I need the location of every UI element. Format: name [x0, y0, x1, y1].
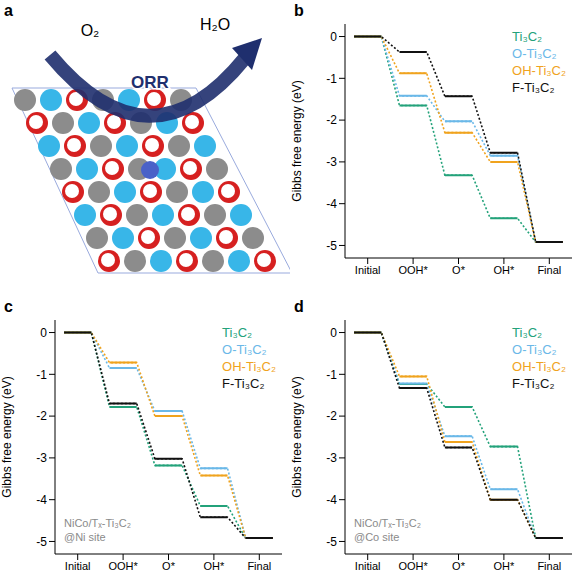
- svg-text:OOH*: OOH*: [398, 264, 428, 276]
- html-text:a: a: [4, 2, 13, 19]
- svg-text:-3: -3: [326, 155, 337, 169]
- svg-text:-2: -2: [36, 409, 47, 423]
- svg-text:OH*: OH*: [494, 264, 516, 276]
- svg-text:OH*: OH*: [494, 560, 516, 572]
- html-text:O-Ti₃C₂: O-Ti₃C₂: [222, 342, 267, 357]
- svg-text:Gibbs free energy (eV): Gibbs free energy (eV): [0, 376, 14, 497]
- html-text:@Ni site: @Ni site: [64, 531, 106, 543]
- html-text:F-Ti₃C₂: F-Ti₃C₂: [512, 376, 555, 391]
- html-text:NiCo/Tₓ-Ti₃C₂: NiCo/Tₓ-Ti₃C₂: [64, 517, 131, 529]
- svg-text:O*: O*: [452, 264, 466, 276]
- svg-text:H₂O: H₂O: [200, 16, 230, 33]
- html-text:OH-Ti₃C₂: OH-Ti₃C₂: [512, 63, 566, 78]
- svg-text:Final: Final: [247, 560, 271, 572]
- svg-text:0: 0: [330, 30, 337, 44]
- html-text:F-Ti₃C₂: F-Ti₃C₂: [512, 80, 555, 95]
- svg-text:Final: Final: [537, 264, 561, 276]
- svg-text:-2: -2: [326, 409, 337, 423]
- svg-text:-4: -4: [326, 493, 337, 507]
- svg-text:-4: -4: [36, 493, 47, 507]
- svg-text:-1: -1: [326, 368, 337, 382]
- svg-text:-5: -5: [326, 239, 337, 253]
- html-text:Ti₃C₂: Ti₃C₂: [512, 29, 543, 44]
- html-text:c: c: [4, 298, 13, 315]
- svg-text:OOH*: OOH*: [108, 560, 138, 572]
- svg-text:-1: -1: [326, 72, 337, 86]
- svg-text:OOH*: OOH*: [398, 560, 428, 572]
- svg-text:Initial: Initial: [355, 560, 381, 572]
- svg-text:O*: O*: [452, 560, 466, 572]
- html-text:Ti₃C₂: Ti₃C₂: [512, 325, 543, 340]
- svg-text:Initial: Initial: [65, 560, 91, 572]
- html-text:Ti₃C₂: Ti₃C₂: [222, 325, 253, 340]
- svg-text:-3: -3: [326, 451, 337, 465]
- html-text:OH-Ti₃C₂: OH-Ti₃C₂: [512, 359, 566, 374]
- svg-text:O₂: O₂: [81, 22, 100, 39]
- html-text:OH-Ti₃C₂: OH-Ti₃C₂: [222, 359, 276, 374]
- svg-text:O*: O*: [162, 560, 176, 572]
- html-text:O-Ti₃C₂: O-Ti₃C₂: [512, 342, 557, 357]
- html-text:b: b: [294, 2, 304, 19]
- html-text:d: d: [294, 298, 304, 315]
- svg-text:Gibbs free energy (eV): Gibbs free energy (eV): [290, 376, 304, 497]
- svg-text:-5: -5: [326, 535, 337, 549]
- svg-text:ORR: ORR: [131, 73, 169, 92]
- html-text:F-Ti₃C₂: F-Ti₃C₂: [222, 376, 265, 391]
- svg-text:-4: -4: [326, 197, 337, 211]
- svg-text:-3: -3: [36, 451, 47, 465]
- svg-text:Final: Final: [537, 560, 561, 572]
- svg-text:-5: -5: [36, 535, 47, 549]
- svg-text:0: 0: [330, 326, 337, 340]
- svg-text:0: 0: [40, 326, 47, 340]
- svg-text:-2: -2: [326, 113, 337, 127]
- html-text:NiCo/Tₓ-Ti₃C₂: NiCo/Tₓ-Ti₃C₂: [354, 517, 421, 529]
- svg-text:Initial: Initial: [355, 264, 381, 276]
- html-text:@Co site: @Co site: [354, 531, 400, 543]
- svg-text:-1: -1: [36, 368, 47, 382]
- html-text:O-Ti₃C₂: O-Ti₃C₂: [512, 46, 557, 61]
- svg-text:Gibbs free energy (eV): Gibbs free energy (eV): [290, 80, 304, 201]
- svg-text:OH*: OH*: [204, 560, 226, 572]
